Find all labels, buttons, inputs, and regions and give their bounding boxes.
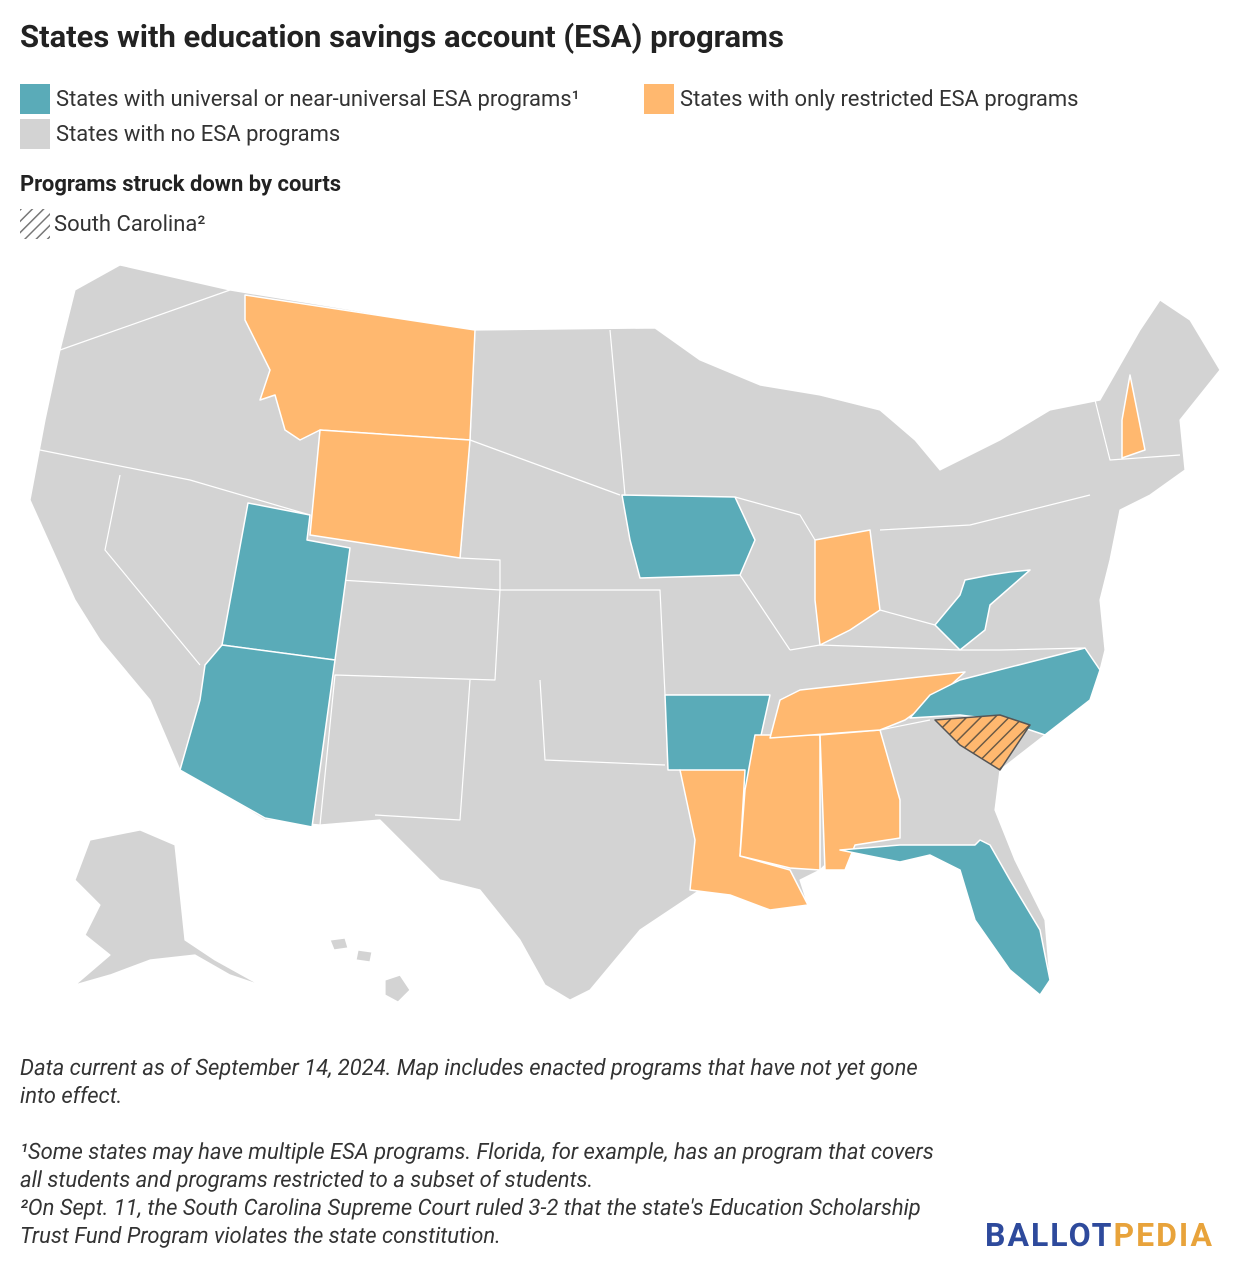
hawaii xyxy=(384,974,411,1003)
legend-label: States with only restricted ESA programs xyxy=(680,86,1079,112)
subheading: Programs struck down by courts xyxy=(20,172,342,197)
wyoming xyxy=(309,429,471,559)
legend-swatch xyxy=(20,119,50,149)
legend-label: States with no ESA programs xyxy=(56,121,341,147)
louisiana xyxy=(679,769,809,911)
logo-part: PEDIA xyxy=(1113,1216,1214,1254)
tennessee xyxy=(769,671,966,739)
legend-item: South Carolina² xyxy=(20,209,205,239)
legend-item: States with no ESA programs xyxy=(20,119,340,149)
note: ²On Sept. 11, the South Carolina Supreme… xyxy=(20,1196,921,1249)
legend-item: States with only restricted ESA programs xyxy=(644,84,1079,114)
alaska xyxy=(74,829,261,986)
hawaii xyxy=(329,937,349,951)
legend-swatch xyxy=(20,84,50,114)
indiana xyxy=(814,529,881,646)
hatch-swatch xyxy=(20,209,50,239)
us-map xyxy=(29,264,1221,1003)
florida xyxy=(839,839,1051,996)
lower-48 xyxy=(29,264,1221,1001)
legend-label: South Carolina² xyxy=(54,211,206,237)
note: ¹Some states may have multiple ESA progr… xyxy=(20,1140,934,1193)
mississippi xyxy=(739,734,821,871)
iowa xyxy=(621,494,756,579)
legend-label: States with universal or near-universal … xyxy=(56,86,580,112)
new-hampshire xyxy=(1121,374,1146,459)
montana xyxy=(244,294,476,441)
hawaii xyxy=(355,949,373,963)
arizona xyxy=(179,644,336,828)
legend-item: States with universal or near-universal … xyxy=(20,84,580,114)
logo: BALLOTPEDIA xyxy=(985,1216,1214,1254)
legend-swatch xyxy=(644,84,674,114)
alabama xyxy=(819,729,901,871)
notes: Data current as of September 14, 2024. M… xyxy=(20,1055,940,1251)
west-virginia xyxy=(934,569,1031,651)
logo-part: BALLOT xyxy=(985,1216,1114,1254)
note: Data current as of September 14, 2024. M… xyxy=(20,1056,918,1109)
south-carolina xyxy=(934,714,1031,771)
title: States with education savings account (E… xyxy=(20,18,784,55)
